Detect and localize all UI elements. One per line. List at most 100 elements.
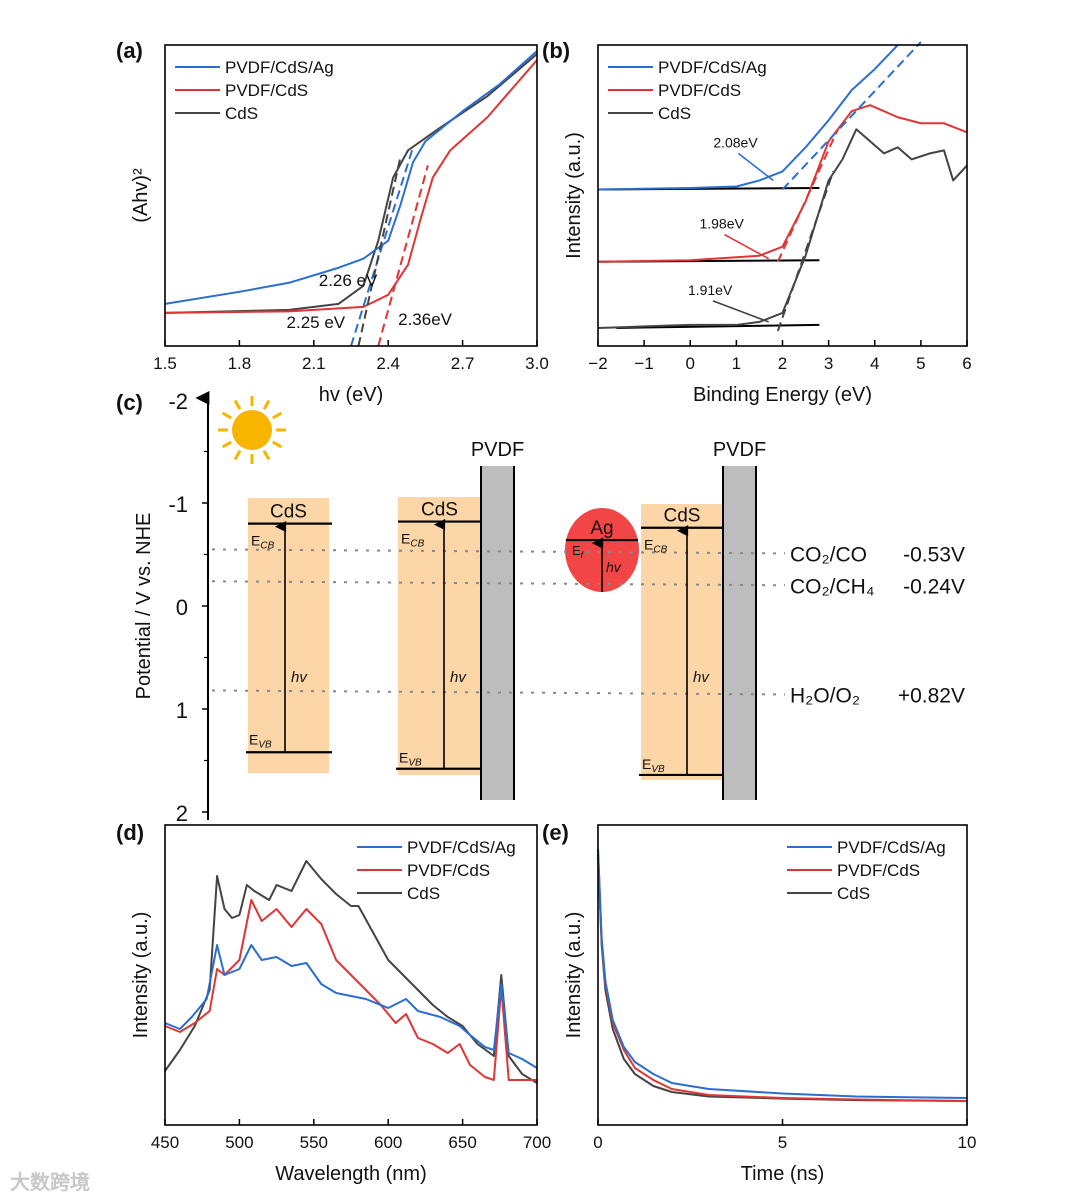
band-diagram: (c) Potential / V vs. NHE -2 -1 0 1 2 PVDF PVD… [116,389,965,826]
evb-label: EVB [249,731,272,750]
chart-b: (b) 2.08eV 1.98eV 1.91eV −2 −1 0 1 2 3 4 5 6 Binding … [542,38,972,406]
sun-ray [221,440,232,449]
x-tick-label: 1.5 [153,354,177,373]
x-tick-label: 450 [151,1133,179,1152]
redox-level-line [211,580,786,587]
panel-label: (b) [542,38,570,63]
ecb-label: ECB [644,537,668,556]
x-tick-label: 650 [448,1133,476,1152]
ecb-label: ECB [251,533,275,552]
x-tick-label: 1 [732,354,741,373]
e-symbol: E [644,537,653,553]
x-tick-label: 700 [523,1133,551,1152]
panel-label: (d) [116,820,144,845]
legend-label: PVDF/CdS/Ag [658,58,767,77]
annotation: 2.26 eV [319,271,378,290]
chart-a: (a) 2.26 eV 2.25 eV 2.36eV 1.5 1.8 2.1 2.4 2.7 3.… [116,38,549,406]
series-line-blue [164,944,538,1069]
series-line-black [164,53,538,314]
annotation: 2.25 eV [287,313,346,332]
legend-label: PVDF/CdS [658,81,741,100]
x-tick-label: 600 [374,1133,402,1152]
y-axis-label: Intensity (a.u.) [563,912,585,1039]
y-tick-label: 2 [176,801,188,826]
annotation: 2.36eV [398,310,453,329]
series-line-red [164,899,537,1081]
annotation: 1.98eV [699,216,744,232]
legend-label: PVDF/CdS [225,81,308,100]
chart-d: (d) 450 500 550 600 650 700 Wavelength (nm) Inte… [116,820,551,1185]
f-subscript: f [581,550,585,560]
cds-label: CdS [270,502,307,523]
e-symbol: E [401,531,410,547]
cds-band-2 [398,497,481,775]
pvdf-layer [481,466,514,800]
x-tick-label: 500 [225,1133,253,1152]
redox-level-value: -0.53V [903,543,965,566]
vb-subscript: VB [408,758,422,769]
legend-label: CdS [407,884,440,903]
sun-disk [232,410,272,450]
x-tick-label: 2 [778,354,787,373]
x-axis-label: Time (ns) [741,1163,825,1185]
annotation-arrow [724,233,770,260]
vb-subscript: VB [651,764,665,775]
redox-level-value: -0.24V [903,575,965,598]
x-axis-label: Wavelength (nm) [275,1163,427,1185]
redox-level-name: CO₂/CO [790,543,867,566]
series-line-black [164,860,538,1084]
x-tick-label: 5 [916,354,925,373]
hv-label: hv [450,669,467,686]
x-tick-label: 1.8 [228,354,252,373]
panel-label-c: (c) [116,390,143,415]
x-tick-label: 0 [593,1133,602,1152]
hv-label: hv [693,669,710,686]
x-tick-label: 0 [686,354,695,373]
x-axis-label: Binding Energy (eV) [693,384,872,406]
x-tick-label: 5 [778,1133,787,1152]
hv-label: hv [606,559,622,575]
series-line-red [597,104,968,263]
tangent-line [776,171,835,332]
sun-ray [272,440,283,449]
series-line-blue [597,848,968,1099]
series-line-red [164,59,538,314]
evb-label: EVB [399,750,422,769]
redox-level-name: H₂O/O₂ [790,684,860,707]
sun-ray [221,411,232,420]
e-symbol: E [642,756,651,772]
legend-label: CdS [658,104,691,123]
x-tick-label: 3.0 [525,354,549,373]
chart-e: (e) 0 5 10 Time (ns) Intensity (a.u.) PVDF/CdS… [542,820,976,1185]
e-symbol: E [251,533,260,549]
series-line-red [597,848,968,1102]
tangent-line [377,165,429,347]
x-tick-label: 10 [958,1133,977,1152]
ag-label: Ag [590,518,613,539]
tangent-line [357,156,402,347]
series-line-black [597,128,968,329]
sun-ray [233,450,242,461]
pvdf-layer [723,466,756,800]
sun-ray [262,399,271,410]
panel-label: (a) [116,38,143,63]
annotation: 1.91eV [688,282,733,298]
e-symbol: E [572,543,581,558]
tangent-line [776,128,839,263]
series-line-blue [597,44,899,191]
legend-label: PVDF/CdS [407,861,490,880]
cds-label: CdS [664,506,701,527]
pvdf-label: PVDF [471,439,524,461]
redox-level-name: CO₂/CH₄ [790,575,874,598]
e-symbol: E [399,750,408,766]
x-tick-label: 4 [870,354,879,373]
y-tick-label: -1 [168,492,188,517]
cb-subscript: CB [410,539,424,550]
redox-level-line [211,548,786,555]
x-tick-label: 2.1 [302,354,326,373]
legend-label: PVDF/CdS/Ag [225,58,334,77]
cb-subscript: CB [260,541,274,552]
sun-ray [272,411,283,420]
legend-label: PVDF/CdS/Ag [407,838,516,857]
